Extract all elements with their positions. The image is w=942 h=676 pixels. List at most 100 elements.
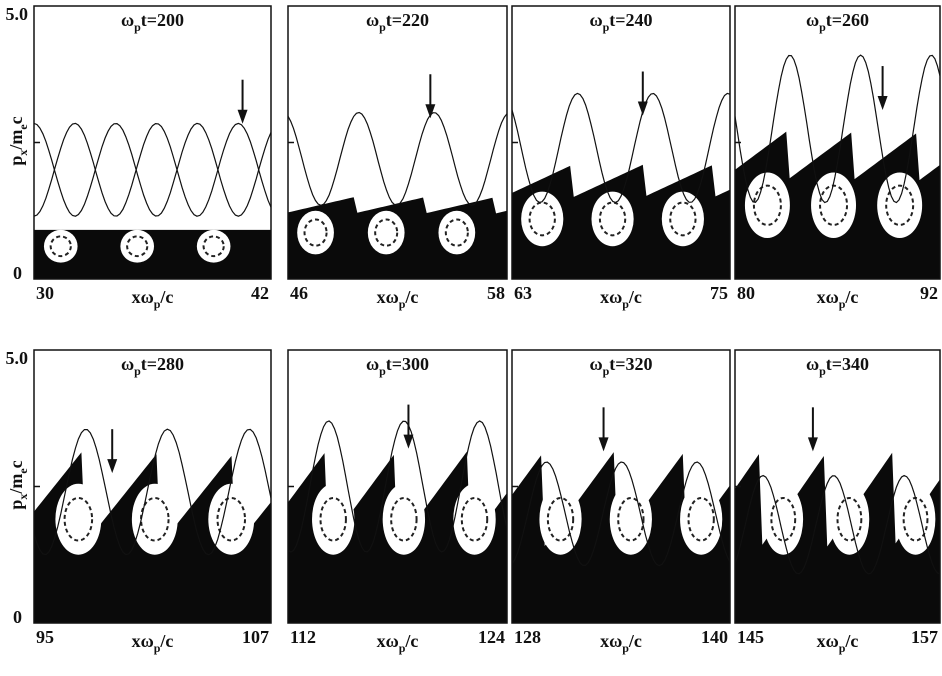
- vortex: [382, 483, 426, 555]
- wave-curve: [288, 111, 507, 206]
- text-part: /c: [404, 631, 418, 651]
- phase-panel: [512, 452, 730, 623]
- subscript: x: [16, 150, 30, 156]
- text-part: xω: [600, 287, 622, 307]
- vortex-ring: [319, 496, 347, 542]
- text-part: xω: [132, 287, 154, 307]
- subscript: e: [16, 124, 30, 130]
- subscript: p: [379, 364, 386, 378]
- vortex-ring: [546, 496, 575, 542]
- text-part: t=200: [141, 10, 184, 30]
- panel-title: ωpt=320: [589, 354, 652, 378]
- vortex: [609, 483, 652, 555]
- text-part: xω: [817, 631, 839, 651]
- vortex-ring: [617, 496, 645, 542]
- phase-panel: [512, 92, 730, 279]
- x-start-label: 145: [737, 627, 764, 647]
- text-part: c: [6, 460, 26, 468]
- x-end-label: 140: [701, 627, 728, 647]
- text-part: t=280: [141, 354, 184, 374]
- y-min-label: 0: [13, 263, 22, 283]
- panel-title: ωpt=300: [366, 354, 429, 378]
- phase-panel: [288, 111, 507, 279]
- arrow-head: [107, 459, 118, 474]
- subscript: p: [839, 641, 846, 655]
- particle-region: [288, 451, 507, 623]
- text-part: ω: [121, 354, 134, 374]
- x-start-label: 30: [36, 283, 54, 303]
- vortex-ring: [687, 496, 715, 542]
- x-end-label: 58: [487, 283, 505, 303]
- subscript: p: [399, 297, 406, 311]
- text-part: /c: [628, 287, 642, 307]
- y-axis-label: px/mec: [6, 116, 30, 165]
- wave-curve: [34, 428, 271, 556]
- text-part: /c: [628, 631, 642, 651]
- subscript: p: [399, 641, 406, 655]
- subscript: p: [839, 297, 846, 311]
- panel-title: ωpt=240: [589, 10, 652, 34]
- subscript: p: [622, 641, 629, 655]
- subscript: p: [154, 641, 161, 655]
- vortex-ring: [770, 496, 797, 542]
- vortex: [196, 229, 231, 263]
- vortex: [591, 191, 634, 247]
- x-end-label: 75: [710, 283, 728, 303]
- vortex: [763, 483, 804, 555]
- vortex-ring: [460, 496, 489, 542]
- vortex-ring: [49, 235, 72, 258]
- vortex: [877, 172, 923, 239]
- text-part: ω: [806, 354, 819, 374]
- text-part: xω: [377, 631, 399, 651]
- text-part: t=240: [609, 10, 652, 30]
- text-part: /c: [159, 631, 173, 651]
- vortex-ring: [752, 184, 782, 226]
- x-axis-label: xωp/c: [377, 287, 419, 311]
- x-axis-label: xωp/c: [817, 631, 859, 655]
- panel-title: ωpt=200: [121, 10, 184, 34]
- panel-title: ωpt=280: [121, 354, 184, 378]
- wave-curve: [34, 122, 271, 217]
- vortex-ring: [216, 496, 247, 542]
- x-axis-label: xωp/c: [817, 287, 859, 311]
- text-part: t=220: [386, 10, 429, 30]
- x-start-label: 128: [514, 627, 541, 647]
- text-part: ω: [806, 10, 819, 30]
- text-part: ω: [121, 10, 134, 30]
- particle-region: [512, 452, 730, 623]
- x-start-label: 95: [36, 627, 54, 647]
- x-end-label: 107: [242, 627, 269, 647]
- arrow-head: [237, 109, 248, 124]
- vortex-ring: [528, 201, 556, 237]
- text-part: xω: [377, 287, 399, 307]
- vortex: [811, 172, 857, 239]
- subscript: p: [603, 364, 610, 378]
- subscript: p: [379, 20, 386, 34]
- text-part: xω: [600, 631, 622, 651]
- x-end-label: 157: [911, 627, 938, 647]
- vortex: [120, 229, 155, 263]
- text-part: ω: [366, 354, 379, 374]
- panel-title: ωpt=260: [806, 10, 869, 34]
- y-max-label: 5.0: [6, 4, 29, 24]
- subscript: p: [134, 20, 141, 34]
- subscript: p: [154, 297, 161, 311]
- subscript: e: [16, 468, 30, 474]
- phase-panel: [288, 420, 507, 623]
- wave-curve: [288, 420, 507, 553]
- wave-curve: [735, 54, 940, 204]
- text-part: ω: [366, 10, 379, 30]
- vortex-ring: [374, 218, 399, 247]
- arrow-head: [877, 96, 888, 111]
- y-max-label: 5.0: [6, 348, 29, 368]
- subscript: p: [819, 364, 826, 378]
- subscript: x: [16, 494, 30, 500]
- wave-curve: [512, 461, 730, 567]
- text-part: t=260: [826, 10, 869, 30]
- vortex: [521, 191, 564, 247]
- vortex: [43, 229, 78, 263]
- arrow-head: [637, 101, 648, 116]
- vortex-ring: [303, 218, 328, 247]
- x-axis-label: xωp/c: [600, 287, 642, 311]
- text-part: c: [6, 116, 26, 124]
